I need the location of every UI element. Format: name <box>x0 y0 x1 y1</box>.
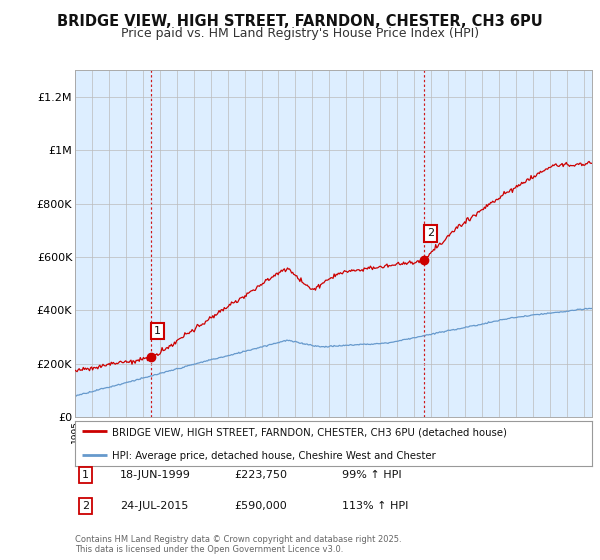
Text: 1: 1 <box>154 326 161 336</box>
Text: 2: 2 <box>427 228 434 238</box>
Text: £223,750: £223,750 <box>234 470 287 480</box>
Text: 2: 2 <box>82 501 89 511</box>
Text: £590,000: £590,000 <box>234 501 287 511</box>
Text: BRIDGE VIEW, HIGH STREET, FARNDON, CHESTER, CH3 6PU: BRIDGE VIEW, HIGH STREET, FARNDON, CHEST… <box>57 14 543 29</box>
Text: 18-JUN-1999: 18-JUN-1999 <box>120 470 191 480</box>
Text: Price paid vs. HM Land Registry's House Price Index (HPI): Price paid vs. HM Land Registry's House … <box>121 27 479 40</box>
Text: 24-JUL-2015: 24-JUL-2015 <box>120 501 188 511</box>
Text: 1: 1 <box>82 470 89 480</box>
Text: Contains HM Land Registry data © Crown copyright and database right 2025.
This d: Contains HM Land Registry data © Crown c… <box>75 535 401 554</box>
Text: BRIDGE VIEW, HIGH STREET, FARNDON, CHESTER, CH3 6PU (detached house): BRIDGE VIEW, HIGH STREET, FARNDON, CHEST… <box>112 427 507 437</box>
Text: 99% ↑ HPI: 99% ↑ HPI <box>342 470 401 480</box>
Text: 113% ↑ HPI: 113% ↑ HPI <box>342 501 409 511</box>
Text: HPI: Average price, detached house, Cheshire West and Chester: HPI: Average price, detached house, Ches… <box>112 451 436 461</box>
